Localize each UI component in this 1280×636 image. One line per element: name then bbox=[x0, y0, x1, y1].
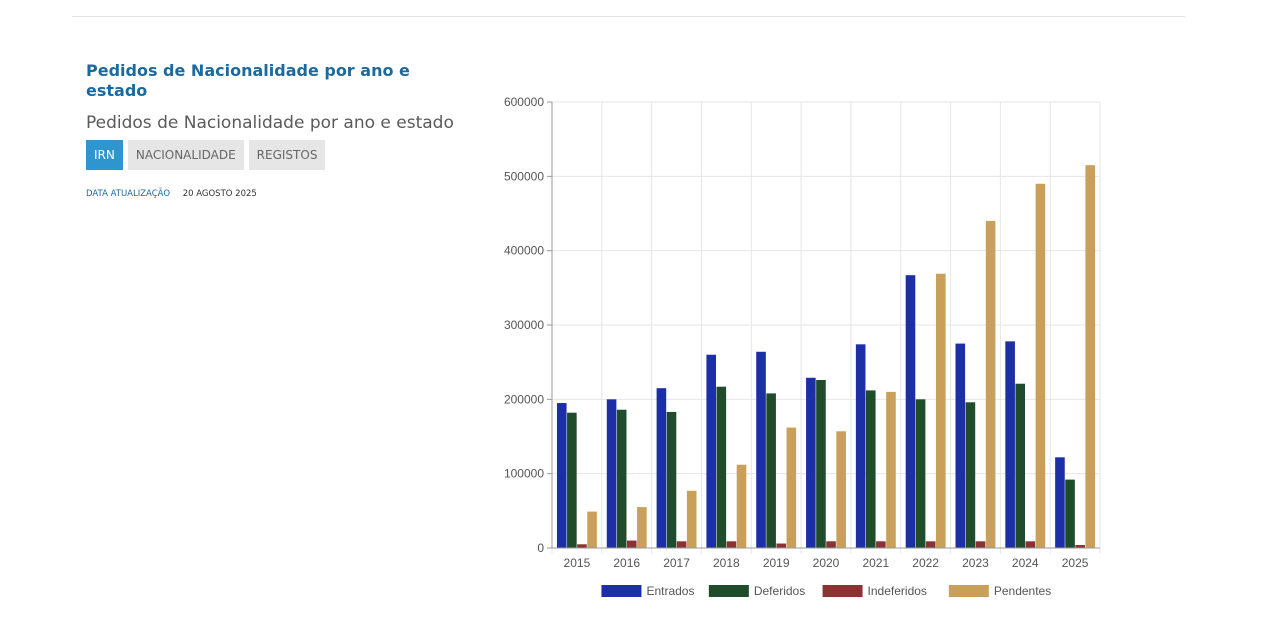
update-label: DATA ATUALIZAÇÃO bbox=[86, 189, 171, 199]
bar-indeferidos-2022[interactable] bbox=[925, 541, 936, 548]
bar-deferidos-2024[interactable] bbox=[1015, 383, 1026, 548]
bar-entrados-2019[interactable] bbox=[756, 351, 766, 548]
y-axis-ticks: 0 100000 200000 300000 400000 500000 600000 bbox=[504, 95, 552, 555]
legend-swatch bbox=[708, 585, 749, 597]
x-tick-label: 2021 bbox=[862, 556, 889, 570]
card-subtitle: Pedidos de Nacionalidade por ano e estad… bbox=[86, 113, 454, 133]
x-axis-ticks: 2015 2016 2017 2018 2019 2020 2021 2022 2023 2024… bbox=[564, 556, 1089, 570]
y-tick-label: 300000 bbox=[504, 318, 544, 332]
y-tick-label: 600000 bbox=[504, 95, 544, 109]
x-tick-label: 2022 bbox=[912, 556, 939, 570]
x-tick-label: 2016 bbox=[613, 556, 640, 570]
bar-deferidos-2018[interactable] bbox=[716, 386, 727, 548]
x-tick-label: 2025 bbox=[1062, 556, 1089, 570]
bar-entrados-2024[interactable] bbox=[1005, 341, 1015, 548]
bar-entrados-2017[interactable] bbox=[656, 388, 667, 548]
bar-entrados-2020[interactable] bbox=[806, 377, 816, 548]
bar-deferidos-2023[interactable] bbox=[965, 402, 976, 548]
bar-deferidos-2015[interactable] bbox=[567, 412, 577, 548]
bar-pendentes-2024[interactable] bbox=[1035, 183, 1046, 548]
bar-indeferidos-2021[interactable] bbox=[876, 541, 886, 548]
bar-pendentes-2016[interactable] bbox=[637, 507, 647, 548]
y-tick-label: 100000 bbox=[504, 467, 544, 481]
bar-pendentes-2018[interactable] bbox=[736, 464, 747, 548]
bar-indeferidos-2019[interactable] bbox=[776, 543, 787, 548]
bar-entrados-2016[interactable] bbox=[606, 399, 617, 548]
x-tick-label: 2024 bbox=[1012, 556, 1039, 570]
update-info: DATA ATUALIZAÇÃO 20 AGOSTO 2025 bbox=[86, 189, 257, 199]
legend-swatch bbox=[601, 585, 642, 597]
bar-pendentes-2017[interactable] bbox=[686, 490, 697, 548]
y-tick-label: 0 bbox=[537, 541, 544, 555]
bar-indeferidos-2017[interactable] bbox=[676, 541, 687, 548]
bar-pendentes-2023[interactable] bbox=[985, 220, 996, 548]
legend-label: Indeferidos bbox=[868, 584, 927, 598]
bar-indeferidos-2018[interactable] bbox=[726, 541, 737, 548]
chart-grid bbox=[551, 101, 1101, 554]
bar-entrados-2023[interactable] bbox=[955, 343, 966, 548]
bar-pendentes-2021[interactable] bbox=[886, 391, 896, 548]
legend-item-indeferidos[interactable]: Indeferidos bbox=[822, 584, 927, 598]
y-tick-label: 400000 bbox=[504, 244, 544, 258]
bar-entrados-2015[interactable] bbox=[556, 403, 567, 548]
tag-registos[interactable]: REGISTOS bbox=[248, 140, 326, 170]
legend-swatch bbox=[948, 585, 989, 597]
bar-indeferidos-2025[interactable] bbox=[1075, 545, 1085, 548]
chart-axes bbox=[551, 102, 1100, 549]
bar-deferidos-2021[interactable] bbox=[865, 390, 876, 548]
bar-entrados-2021[interactable] bbox=[855, 344, 866, 548]
legend-label: Pendentes bbox=[994, 584, 1051, 598]
update-date: 20 AGOSTO 2025 bbox=[182, 189, 257, 199]
bar-entrados-2018[interactable] bbox=[706, 354, 717, 548]
x-tick-label: 2015 bbox=[564, 556, 591, 570]
bar-indeferidos-2020[interactable] bbox=[826, 541, 836, 548]
bar-pendentes-2015[interactable] bbox=[587, 511, 597, 548]
bar-deferidos-2016[interactable] bbox=[616, 409, 627, 548]
bar-entrados-2022[interactable] bbox=[905, 275, 916, 548]
bar-indeferidos-2015[interactable] bbox=[577, 544, 587, 548]
tag-nacionalidade[interactable]: NACIONALIDADE bbox=[127, 140, 244, 170]
tag-list: IRN NACIONALIDADE REGISTOS bbox=[86, 140, 326, 170]
bar-pendentes-2022[interactable] bbox=[935, 273, 946, 548]
tag-irn[interactable]: IRN bbox=[86, 140, 123, 170]
bar-indeferidos-2024[interactable] bbox=[1025, 541, 1036, 548]
bar-deferidos-2017[interactable] bbox=[666, 411, 677, 548]
bar-deferidos-2019[interactable] bbox=[766, 393, 776, 548]
card-title[interactable]: Pedidos de Nacionalidade por ano e estad… bbox=[86, 61, 410, 100]
legend-label: Deferidos bbox=[754, 584, 805, 598]
chart-legend: Entrados Deferidos Indeferidos Pendentes bbox=[601, 584, 1051, 598]
x-tick-label: 2018 bbox=[713, 556, 740, 570]
bar-indeferidos-2023[interactable] bbox=[975, 541, 986, 548]
y-tick-label: 200000 bbox=[504, 392, 544, 406]
legend-item-pendentes[interactable]: Pendentes bbox=[948, 584, 1051, 598]
bar-pendentes-2025[interactable] bbox=[1085, 165, 1096, 548]
x-tick-label: 2020 bbox=[813, 556, 840, 570]
legend-label: Entrados bbox=[646, 584, 694, 598]
x-tick-label: 2019 bbox=[763, 556, 790, 570]
chart-bars bbox=[556, 165, 1096, 548]
legend-item-deferidos[interactable]: Deferidos bbox=[708, 584, 805, 598]
x-tick-label: 2017 bbox=[663, 556, 690, 570]
bar-chart: 0 100000 200000 300000 400000 500000 600000 20… bbox=[504, 95, 1101, 598]
bar-indeferidos-2016[interactable] bbox=[626, 540, 637, 548]
x-tick-label: 2023 bbox=[962, 556, 989, 570]
bar-pendentes-2020[interactable] bbox=[836, 431, 846, 548]
bar-deferidos-2022[interactable] bbox=[915, 399, 926, 548]
bar-deferidos-2020[interactable] bbox=[816, 380, 826, 548]
bar-pendentes-2019[interactable] bbox=[786, 427, 797, 548]
y-tick-label: 500000 bbox=[504, 169, 544, 183]
bar-entrados-2025[interactable] bbox=[1055, 457, 1065, 548]
legend-item-entrados[interactable]: Entrados bbox=[601, 584, 694, 598]
bar-deferidos-2025[interactable] bbox=[1065, 479, 1075, 548]
top-divider bbox=[72, 16, 1185, 17]
legend-swatch bbox=[822, 585, 863, 597]
